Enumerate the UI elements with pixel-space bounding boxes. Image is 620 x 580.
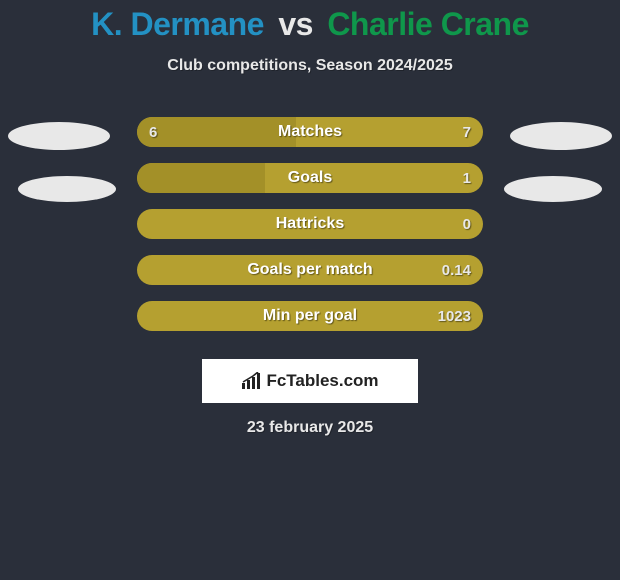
stat-value-right: 0 xyxy=(463,209,471,239)
stat-label: Goals per match xyxy=(137,255,483,285)
stat-bar: 67Matches xyxy=(137,117,483,147)
stat-row: 67Matches xyxy=(0,109,620,155)
comparison-infographic: K. Dermane vs Charlie Crane Club competi… xyxy=(0,0,620,580)
stat-bar-fill xyxy=(137,163,265,193)
stat-bar: 1023Min per goal xyxy=(137,301,483,331)
stat-label: Min per goal xyxy=(137,301,483,331)
stat-value-right: 1023 xyxy=(438,301,471,331)
stat-value-right: 0.14 xyxy=(442,255,471,285)
stat-value-right: 1 xyxy=(463,163,471,193)
stat-row: 1Goals xyxy=(0,155,620,201)
stat-value-left: 6 xyxy=(149,117,157,147)
stat-bar: 0Hattricks xyxy=(137,209,483,239)
bar-chart-icon xyxy=(241,372,263,390)
stat-rows: 67Matches1Goals0Hattricks0.14Goals per m… xyxy=(0,109,620,339)
stat-row: 0.14Goals per match xyxy=(0,247,620,293)
vs-text: vs xyxy=(278,6,313,42)
stat-bar: 0.14Goals per match xyxy=(137,255,483,285)
source-logo: FcTables.com xyxy=(202,359,418,403)
stat-value-right: 7 xyxy=(463,117,471,147)
player1-name: K. Dermane xyxy=(91,6,264,42)
logo-text: FcTables.com xyxy=(266,371,378,391)
date-text: 23 february 2025 xyxy=(0,419,620,437)
stat-bar-fill xyxy=(137,117,296,147)
stat-bar: 1Goals xyxy=(137,163,483,193)
stat-label: Hattricks xyxy=(137,209,483,239)
player2-name: Charlie Crane xyxy=(327,6,529,42)
page-title: K. Dermane vs Charlie Crane xyxy=(0,0,620,43)
stat-row: 0Hattricks xyxy=(0,201,620,247)
subtitle: Club competitions, Season 2024/2025 xyxy=(0,57,620,75)
stat-row: 1023Min per goal xyxy=(0,293,620,339)
